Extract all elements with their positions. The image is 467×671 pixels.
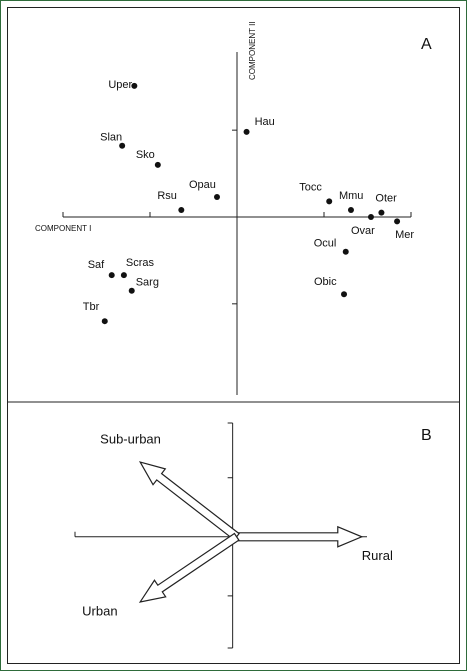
point-label: Tbr (83, 301, 100, 313)
point-label: Tocc (299, 181, 322, 193)
arrow-label: Sub-urban (100, 432, 161, 447)
point (128, 287, 135, 294)
point-label: Scras (126, 257, 155, 269)
point-label: Uper (108, 79, 132, 91)
point-label: Hau (255, 116, 275, 128)
point (108, 272, 115, 279)
point (394, 218, 401, 225)
point (378, 209, 385, 216)
point (120, 272, 127, 279)
point-label: Slan (100, 132, 122, 144)
arrow (138, 532, 240, 603)
point (213, 194, 220, 201)
point (347, 207, 354, 214)
point-label: Mer (395, 229, 414, 241)
point (326, 198, 333, 205)
arrow (236, 525, 364, 548)
point-label: Opau (189, 179, 216, 191)
point-label: Mmu (339, 190, 363, 202)
arrow (138, 461, 240, 541)
arrow-label: Rural (362, 548, 393, 563)
point (367, 213, 374, 220)
point-label: Ocul (314, 238, 337, 250)
point-label: Obic (314, 276, 337, 288)
point-label: Sko (136, 149, 155, 161)
y-axis-label: COMPONENT II (248, 21, 257, 80)
point-label: Saf (88, 259, 105, 271)
point-label: Rsu (157, 190, 177, 202)
point-label: Sarg (136, 277, 159, 289)
point (101, 318, 108, 325)
panel-label: B (421, 427, 432, 444)
point (119, 142, 126, 149)
panel-border (7, 7, 460, 664)
point (178, 207, 185, 214)
point (342, 248, 349, 255)
panel-label: A (421, 36, 432, 53)
point (154, 161, 161, 168)
x-axis-label: COMPONENT I (35, 224, 91, 233)
point-label: Oter (375, 193, 397, 205)
point-label: Ovar (351, 225, 375, 237)
point (131, 82, 138, 89)
arrow-label: Urban (82, 603, 117, 618)
point (341, 291, 348, 298)
point (243, 128, 250, 135)
